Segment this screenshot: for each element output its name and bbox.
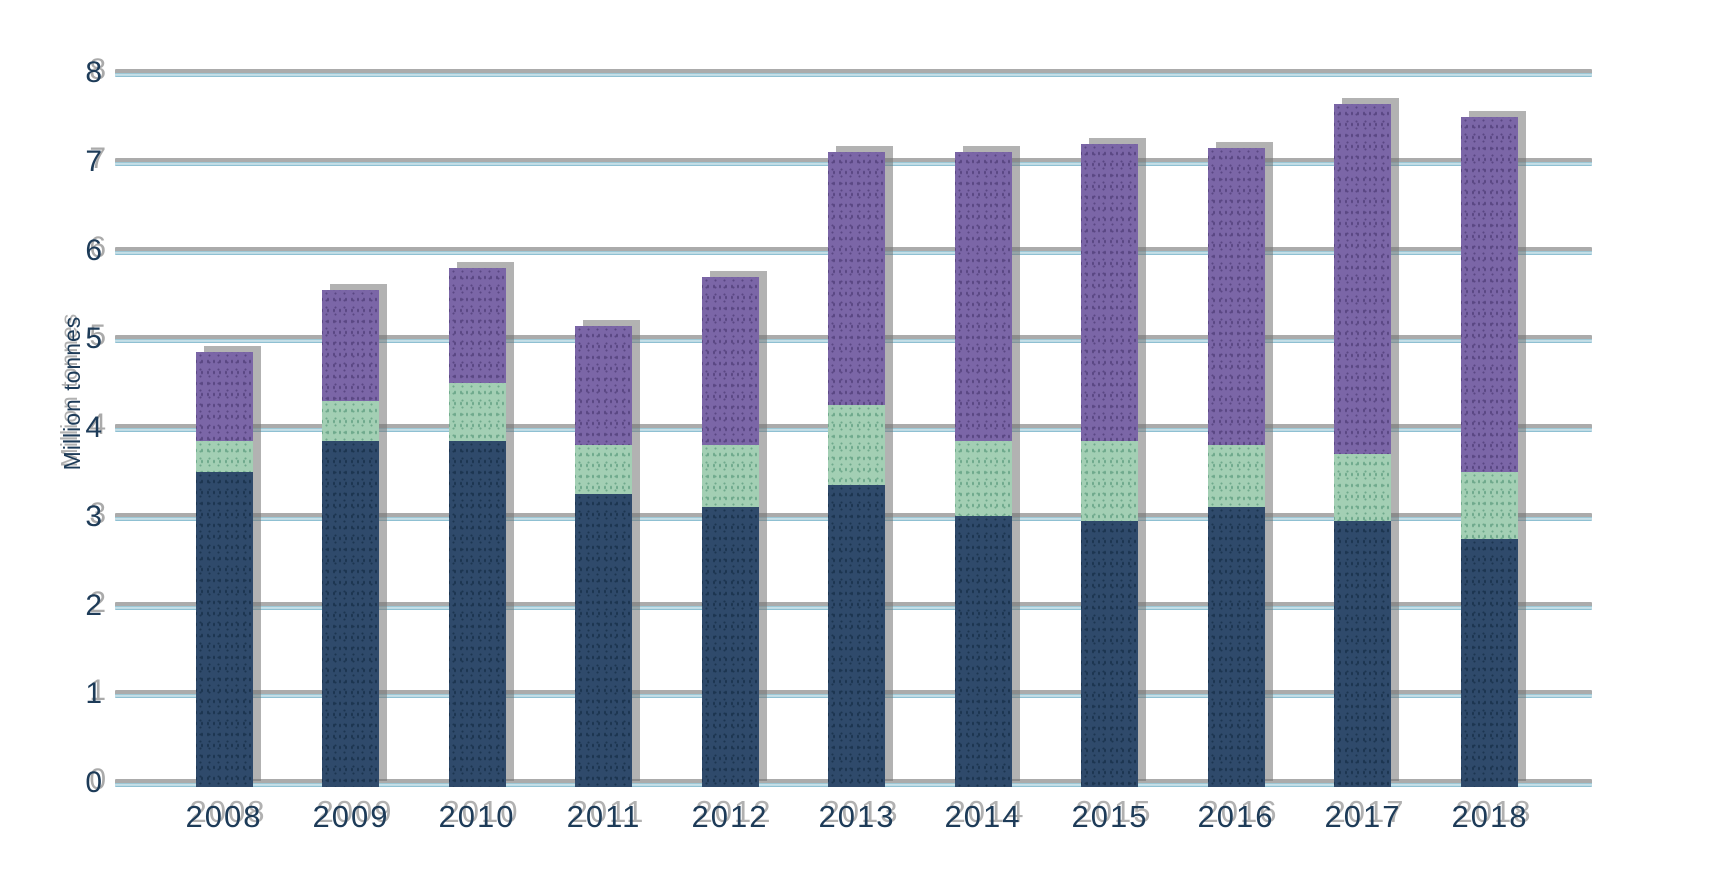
bar-segment-2010-green-middle-segment — [449, 383, 506, 441]
bar-segment-2011-purple-top-segment — [575, 325, 632, 446]
x-tick-label-2018: 2018 — [1451, 799, 1529, 834]
bar-segment-2016-purple-top-segment — [1208, 148, 1265, 446]
bar-segment-2017-purple-top-segment — [1334, 103, 1391, 455]
y-tick-label-0: 0 — [85, 766, 103, 799]
bar-segment-2018-purple-top-segment — [1461, 116, 1518, 472]
x-tick-label-2008: 2008 — [185, 799, 263, 834]
x-tick-label-2009: 2009 — [312, 799, 390, 834]
y-tick-label-6: 6 — [85, 233, 103, 267]
x-tick-label-2011: 2011 — [566, 799, 642, 834]
x-tick-label-2015: 2015 — [1071, 799, 1149, 834]
x-tick-label-2010: 2010 — [438, 799, 516, 834]
bar-2011 — [575, 325, 632, 787]
bar-segment-2012-dark-blue-bottom-segment — [702, 507, 759, 787]
bar-segment-2010-purple-top-segment — [449, 267, 506, 384]
bar-2012 — [702, 276, 759, 787]
y-tick-label-5: 5 — [85, 322, 103, 356]
bar-segment-2008-green-middle-segment — [196, 440, 253, 472]
bar-segment-2018-dark-blue-bottom-segment — [1461, 538, 1518, 787]
bar-2015 — [1081, 143, 1138, 787]
bar-segment-2010-dark-blue-bottom-segment — [449, 440, 506, 787]
y-tick-label-1: 1 — [85, 677, 103, 711]
bar-segment-2009-green-middle-segment — [322, 400, 379, 441]
bar-segment-2017-green-middle-segment — [1334, 454, 1391, 521]
bar-2009 — [322, 290, 379, 787]
bar-segment-2011-green-middle-segment — [575, 445, 632, 495]
x-tick-label-2014: 2014 — [944, 799, 1022, 834]
x-tick-label-2016: 2016 — [1197, 799, 1275, 834]
bar-2010 — [449, 267, 506, 787]
bar-segment-2009-dark-blue-bottom-segment — [322, 440, 379, 787]
bar-segment-2011-dark-blue-bottom-segment — [575, 494, 632, 787]
bar-2013 — [828, 152, 885, 787]
x-tick-label-2012: 2012 — [691, 799, 769, 834]
bar-segment-2008-purple-top-segment — [196, 352, 253, 441]
y-tick-label-8: 8 — [85, 56, 103, 89]
bar-segment-2015-dark-blue-bottom-segment — [1081, 520, 1138, 787]
bar-segment-2012-green-middle-segment — [702, 445, 759, 508]
bar-segment-2008-dark-blue-bottom-segment — [196, 471, 253, 787]
bar-segment-2014-green-middle-segment — [955, 440, 1012, 517]
bar-segment-2018-green-middle-segment — [1461, 471, 1518, 539]
bar-segment-2016-green-middle-segment — [1208, 445, 1265, 508]
x-tick-label-2017: 2017 — [1324, 799, 1402, 834]
bar-2016 — [1208, 148, 1265, 787]
bar-segment-2013-purple-top-segment — [828, 152, 885, 406]
bar-segment-2014-purple-top-segment — [955, 152, 1012, 441]
y-tick-label-7: 7 — [85, 144, 103, 178]
bar-segment-2013-dark-blue-bottom-segment — [828, 485, 885, 787]
bar-segment-2016-dark-blue-bottom-segment — [1208, 507, 1265, 787]
bar-segment-2015-purple-top-segment — [1081, 143, 1138, 441]
gridline-8 — [115, 69, 1592, 77]
bar-2014 — [955, 152, 1012, 787]
y-tick-label-3: 3 — [85, 499, 103, 533]
y-tick-label-4: 4 — [85, 411, 103, 444]
bar-segment-2012-purple-top-segment — [702, 276, 759, 446]
x-tick-label-2013: 2013 — [818, 799, 896, 834]
bar-segment-2009-purple-top-segment — [322, 290, 379, 401]
bar-segment-2013-green-middle-segment — [828, 405, 885, 486]
bar-segment-2014-dark-blue-bottom-segment — [955, 516, 1012, 787]
bar-segment-2015-green-middle-segment — [1081, 440, 1138, 521]
bar-2017 — [1334, 103, 1391, 787]
y-tick-label-2: 2 — [85, 588, 103, 622]
bar-2008 — [196, 352, 253, 787]
bar-2018 — [1461, 116, 1518, 787]
bar-segment-2017-dark-blue-bottom-segment — [1334, 520, 1391, 787]
